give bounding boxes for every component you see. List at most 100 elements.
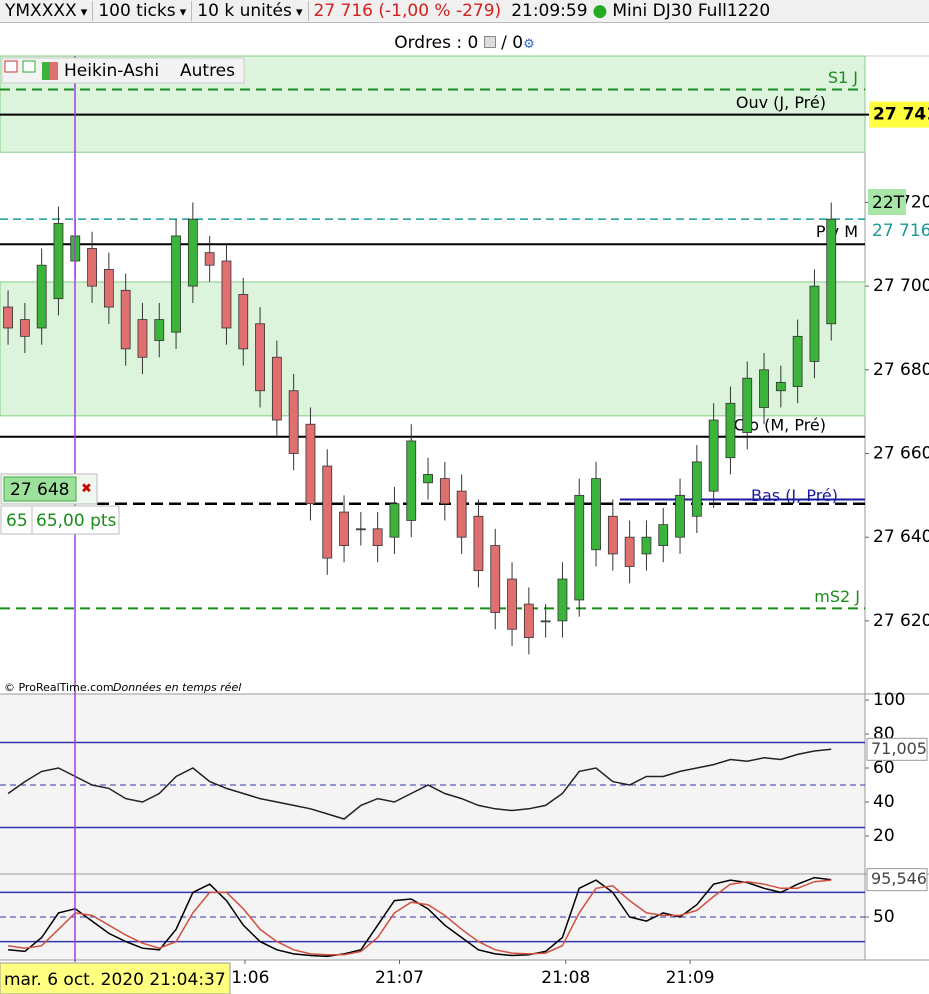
orders-row: Ordres : 0 / 0⚙: [0, 33, 929, 55]
candle-body: [271, 356, 282, 421]
indicator-line: [7, 748, 832, 820]
candle-body: [658, 524, 669, 546]
candle-body: [255, 323, 265, 392]
tick-counter-box: [868, 189, 906, 215]
candle-body: [792, 335, 803, 387]
symbol-select[interactable]: YMXXXX: [0, 1, 94, 21]
candle-body: [725, 402, 736, 459]
candle-body: [675, 494, 685, 538]
candle-body: [691, 461, 702, 517]
candle-body: [137, 319, 148, 358]
y-tick-label: 27 620: [873, 611, 929, 631]
candle-body: [87, 248, 97, 287]
cursor-date-box: [0, 962, 231, 994]
candle-body: [372, 528, 383, 546]
candle-body: [507, 578, 517, 630]
quote: 27 716 (-1,00 % -279): [313, 1, 502, 21]
candle-body: [574, 494, 585, 601]
candle-body: [624, 536, 635, 567]
candle-body: [423, 474, 433, 484]
orders-icon[interactable]: [483, 36, 496, 48]
y-tick-label: 100: [873, 690, 905, 710]
candle-body: [103, 268, 114, 308]
tick-counter: 22T: [872, 193, 905, 213]
y-tick-label: 20: [873, 826, 895, 846]
order-cancel[interactable]: ✖: [81, 482, 92, 497]
legend-style[interactable]: Heikin-Ashi: [64, 61, 159, 81]
candle-body: [473, 515, 484, 572]
candle-body: [759, 369, 769, 408]
x-tick-label: 21:06: [220, 968, 269, 988]
icon[interactable]: [4, 60, 18, 73]
candle-body: [171, 235, 181, 333]
level-label: S1 J: [828, 68, 858, 87]
candle-body: [339, 511, 349, 546]
interval-select[interactable]: 100 ticks: [93, 1, 193, 21]
y-tick-label: 27 680: [873, 360, 929, 380]
candle-body: [53, 222, 64, 300]
icon[interactable]: [22, 60, 36, 73]
candle-body: [355, 528, 366, 531]
order-price-box[interactable]: [3, 476, 77, 502]
orders-label[interactable]: Ordres : 0: [394, 33, 479, 53]
y-tick-label: 40: [873, 792, 895, 812]
candle-body: [288, 390, 299, 454]
order-info-box: [0, 505, 120, 535]
candle-body: [540, 620, 551, 623]
level-label: Ouv (J, Pré): [736, 93, 826, 112]
candle-body: [490, 545, 501, 613]
last-value-label: 95,546: [871, 869, 927, 888]
candle-body: [557, 578, 568, 622]
order-qty: 65: [6, 511, 28, 531]
candle-body: [809, 285, 820, 362]
candle-body: [187, 218, 198, 287]
data-source: Données en temps réel: [113, 681, 241, 694]
level-label: Clo (M, Pré): [734, 415, 826, 434]
candle-body: [19, 319, 30, 337]
legend-other[interactable]: Autres: [180, 61, 235, 81]
clock: 21:09:59: [511, 1, 588, 21]
candle-body: [406, 440, 417, 521]
level-label: Piv M: [816, 222, 858, 241]
status-dot: ●: [592, 1, 608, 21]
y-tick-label: 27 700: [873, 276, 929, 296]
candle-body: [456, 490, 467, 538]
candle-body: [305, 423, 316, 505]
y-tick-label: 50: [873, 907, 895, 927]
settings-icon[interactable]: ⚙: [523, 37, 535, 52]
candle-body: [389, 503, 400, 538]
y-tick-label: 27 660: [873, 444, 929, 464]
candle-body: [641, 536, 652, 555]
candle-body: [826, 218, 837, 325]
candle-body: [120, 289, 131, 350]
candle-body: [439, 478, 450, 505]
toolbar: YMXXXX 100 ticks 10 k unités 27 716 (-1,…: [0, 0, 929, 23]
icon: [42, 62, 50, 80]
x-tick-label: 21:08: [541, 968, 590, 988]
candle-body: [742, 377, 753, 433]
candle-body: [591, 478, 601, 551]
contract: Mini DJ30 Full1220: [612, 1, 771, 21]
indicator-line: [7, 879, 832, 956]
candle-body: [708, 419, 719, 492]
order-pts: 65,00 pts: [36, 511, 117, 531]
candle-body: [221, 260, 232, 329]
last-price-label: 27 716: [872, 221, 929, 241]
candle-body: [36, 264, 47, 329]
last-value-label: 71,005: [871, 739, 927, 758]
y-tick-label: 27 640: [873, 527, 929, 547]
orders-total[interactable]: / 0: [501, 33, 524, 53]
candle-body: [154, 319, 165, 341]
candle-body: [523, 603, 534, 639]
copyright: © ProRealTime.com: [4, 681, 114, 694]
candle-body: [775, 381, 786, 392]
x-tick-label: 21:09: [666, 968, 715, 988]
level-label: Bas (J, Pré): [751, 486, 838, 505]
order-price: 27 648: [10, 480, 69, 500]
icon: [50, 62, 58, 80]
zone: [0, 55, 866, 153]
candle-body: [322, 465, 333, 559]
size-select[interactable]: 10 k unités: [192, 1, 309, 21]
